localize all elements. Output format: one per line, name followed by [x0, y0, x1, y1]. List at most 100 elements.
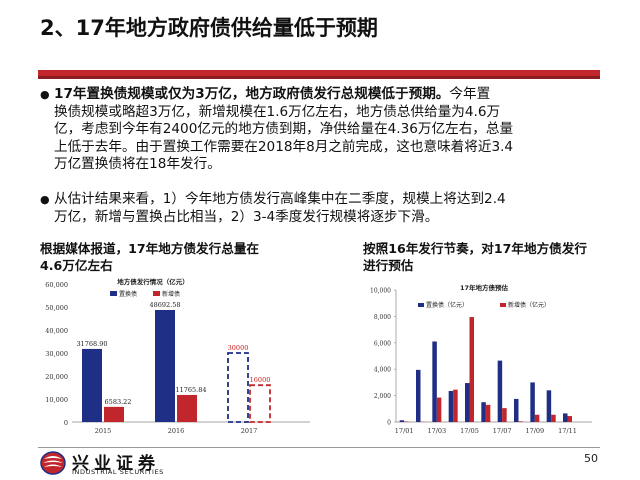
x-tick-label: 17/11 — [558, 427, 577, 435]
legend-label: 置换债（亿元） — [426, 301, 468, 309]
bar — [551, 414, 556, 422]
y-tick-label: 0 — [64, 419, 68, 427]
bar — [481, 402, 486, 422]
annual-issuance-chart: 0 10,000 20,000 30,000 40,000 50,000 60,000 地方债… — [38, 276, 314, 438]
y-tick-label: 2,000 — [374, 393, 391, 400]
bar — [453, 389, 458, 422]
bullet-dot-icon: ● — [40, 193, 50, 206]
title-divider — [38, 70, 600, 76]
y-tick-label: 4,000 — [374, 367, 391, 374]
bar — [514, 398, 519, 422]
bar — [448, 390, 454, 422]
bullet-line: 万亿，新增与置换占比相当，2）3-4季度发行规模将逐步下滑。 — [54, 209, 594, 227]
legend-swatch — [418, 303, 424, 307]
caption-line: 按照16年发行节奏，对17年地方债发行 — [363, 241, 587, 256]
bullet-point-1: ● 17年置换债规模或仅为3万亿，地方政府债发行总规模低于预期。今年置 换债规模或… — [40, 86, 594, 174]
bar — [563, 413, 568, 422]
logo-mark-icon — [40, 451, 66, 475]
left-chart-caption: 根据媒体报道，17年地方债发行总量在 4.6万亿左右 — [40, 240, 259, 274]
chart-title: 17年地方债预估 — [460, 283, 509, 292]
x-tick-label: 2016 — [168, 427, 185, 435]
y-tick-label: 6,000 — [374, 340, 391, 347]
x-tick-label: 2017 — [241, 427, 258, 435]
chart-title: 地方债发行情况（亿元） — [117, 277, 189, 286]
y-tick-label: 8,000 — [374, 314, 391, 321]
caption-line: 根据媒体报道，17年地方债发行总量在 — [40, 241, 260, 256]
monthly-forecast-chart: 0 2,000 4,000 6,000 8,000 10,000 17年地方债预估置换债（亿… — [360, 280, 600, 440]
bar — [155, 310, 175, 422]
bar-data-label: 30000 — [228, 344, 249, 352]
bar-data-label: 48692.58 — [149, 301, 180, 309]
x-tick-label: 2015 — [95, 427, 112, 435]
bar-estimated — [249, 384, 271, 423]
bullet-text: 万亿，新增与置换占比相当，2）3-4季度发行规模将逐步下滑。 — [54, 208, 439, 225]
y-tick-label: 0 — [387, 420, 391, 427]
bar — [567, 416, 572, 422]
x-tick-label: 17/05 — [460, 427, 479, 435]
bullet-text: 换债规模或略超3万亿，新增规模在1.6万亿左右，地方债总供给量为4.6万 — [54, 103, 501, 120]
bullet-line: 从估计结果来看，1）今年地方债发行高峰集中在二季度，规模上将达到2.4 — [54, 191, 594, 209]
bar — [399, 420, 405, 422]
legend-label: 置换债 — [119, 290, 137, 298]
bar — [502, 408, 507, 422]
bullet-point-2: ● 从估计结果来看，1）今年地方债发行高峰集中在二季度，规模上将达到2.4 万亿，… — [40, 191, 594, 227]
legend-label: 新增债（亿元） — [508, 301, 550, 309]
y-tick-label: 20,000 — [45, 373, 68, 381]
bullet-line: 万亿置换债将在18年发行。 — [54, 156, 594, 174]
bullet-text: 万亿置换债将在18年发行。 — [54, 156, 221, 172]
bullet-line: 上低于去年。由于置换工作需要在2018年8月之前完成，这也意味着将近3.4 — [54, 139, 594, 157]
bar — [485, 404, 491, 422]
bullet-bold-text: 17年置换债规模或仅为3万亿，地方政府债发行总规模低于预期。 — [54, 86, 450, 102]
bar-data-label: 16000 — [250, 376, 271, 384]
bar — [497, 360, 503, 422]
bar — [432, 341, 437, 422]
y-tick-label: 10,000 — [370, 288, 391, 295]
bullet-dot-icon: ● — [40, 88, 50, 101]
footer-divider — [38, 447, 600, 448]
bullet-text: 从估计结果来看，1）今年地方债发行高峰集中在二季度，规模上将达到2.4 — [54, 191, 506, 207]
x-tick-label: 17/09 — [525, 427, 544, 435]
x-tick-label: 17/07 — [493, 427, 512, 435]
caption-line: 4.6万亿左右 — [40, 258, 113, 273]
slide-title: 2、17年地方政府债供给量低于预期 — [40, 16, 378, 40]
bar — [518, 421, 523, 422]
company-logo: 兴业证券 INDUSTRIAL SECURITIES — [40, 449, 200, 477]
legend-swatch — [110, 291, 117, 296]
bar-estimated — [227, 352, 249, 423]
y-tick-label: 10,000 — [45, 396, 68, 404]
bar-data-label: 6583.22 — [105, 398, 132, 406]
y-tick-label: 60,000 — [45, 281, 68, 289]
logo-chinese-name: 兴业证券 — [72, 454, 160, 474]
page-number: 50 — [584, 452, 598, 465]
bar — [469, 317, 474, 422]
bar — [530, 382, 535, 422]
caption-line: 进行预估 — [363, 258, 414, 273]
bar — [416, 369, 421, 422]
y-tick-label: 30,000 — [45, 350, 68, 358]
bullet-text: 今年置 — [449, 86, 491, 102]
bar — [534, 414, 540, 422]
bullet-line: 换债规模或略超3万亿，新增规模在1.6万亿左右，地方债总供给量为4.6万 — [54, 104, 594, 122]
bullet-line: 亿，考虑到今年有2400亿元的地方债到期，净供给量在4.36万亿左右，总量 — [54, 121, 594, 139]
legend-swatch — [500, 303, 506, 307]
bar-data-label: 11765.84 — [175, 386, 206, 394]
y-tick-label: 40,000 — [45, 327, 68, 335]
bar — [465, 383, 470, 422]
bar — [82, 348, 102, 422]
bullet-text: 上低于去年。由于置换工作需要在2018年8月之前完成，这也意味着将近3.4 — [54, 138, 514, 155]
bar — [177, 394, 197, 422]
logo-english-name: INDUSTRIAL SECURITIES — [72, 468, 164, 476]
x-tick-label: 17/01 — [395, 427, 414, 435]
bullet-text: 亿，考虑到今年有2400亿元的地方债到期，净供给量在4.36万亿左右，总量 — [54, 121, 514, 137]
title-divider-shadow — [38, 76, 600, 79]
right-chart-caption: 按照16年发行节奏，对17年地方债发行 进行预估 — [363, 240, 587, 274]
legend-swatch — [153, 291, 160, 296]
bar — [436, 397, 442, 422]
bar — [404, 421, 409, 422]
legend-label: 新增债 — [162, 290, 180, 298]
x-tick-label: 17/03 — [427, 427, 446, 435]
bar — [546, 390, 552, 422]
y-tick-label: 50,000 — [45, 304, 68, 312]
bar — [104, 406, 124, 422]
bullet-line: 17年置换债规模或仅为3万亿，地方政府债发行总规模低于预期。今年置 — [54, 86, 594, 104]
